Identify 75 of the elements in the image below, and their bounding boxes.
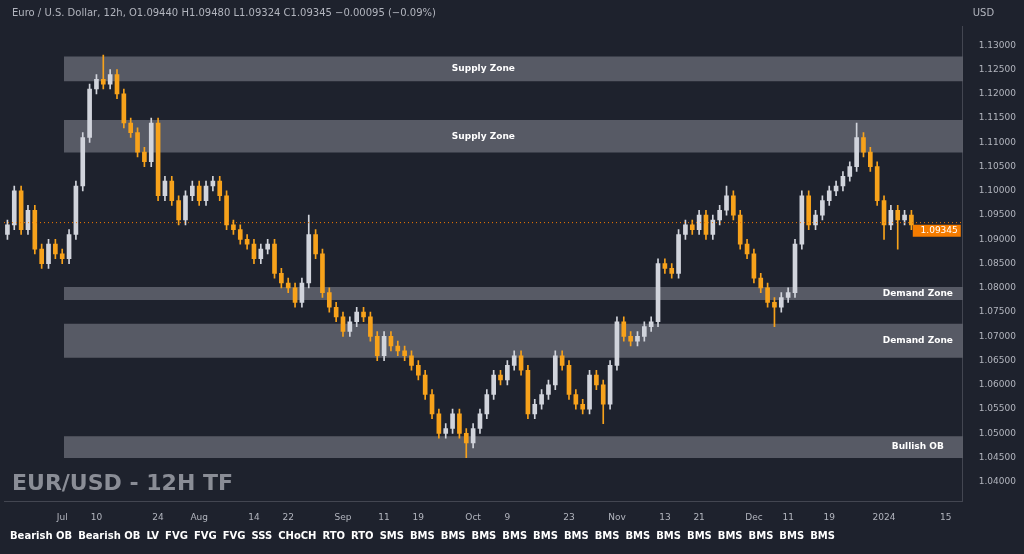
chart-subtitle: Euro / U.S. Dollar, 12h, O1.09440 H1.09480 L1.09324 C1.09345 −0.00095 (−0.09%) [12,6,437,18]
y-tick-label: 1.07000 [978,330,1017,341]
y-tick-label: 1.12500 [978,63,1017,74]
y-tick-label: 1.07500 [978,306,1017,317]
y-tick-label: 1.05000 [978,427,1017,438]
y-tick-label: 1.09000 [978,233,1017,244]
y-tick-label: 1.13000 [978,39,1017,50]
x-tick-label: 9 [504,511,511,522]
y-tick-label: 1.09500 [978,209,1017,220]
text: FVG [222,530,246,541]
text: FVG [165,530,188,541]
x-tick-label: 21 [693,511,705,522]
text: BMS [687,530,712,541]
text: BMS [779,530,805,541]
text: FVG [193,530,217,541]
text: BMS [625,530,651,541]
y-tick-label: 1.11000 [978,136,1017,147]
x-tick-label: 10 [90,511,103,522]
x-tick-label: 19 [823,511,836,522]
band-label: Bullish OB [891,441,944,452]
x-tick-label: 23 [563,511,575,522]
text: RTO [322,530,346,541]
text: Bearish OB [78,530,141,541]
y-tick-label: 1.10000 [978,185,1017,196]
text: BMS [594,530,620,541]
x-tick-label: 11 [782,511,794,522]
text: SMS [379,530,404,541]
y-axis-title: USD [972,6,995,18]
x-tick-label: 22 [282,511,294,522]
text: BMS [748,530,774,541]
x-tick-label: Nov [608,511,627,522]
text: BMS [409,530,435,541]
text: BMS [502,530,528,541]
y-tick-label: 1.08500 [978,257,1017,268]
y-tick-label: 1.11500 [978,112,1017,123]
text: EUR/USD - 12H TF [12,469,234,495]
text: BMS [656,530,682,541]
x-tick-label: 24 [152,511,165,522]
text: SSS [251,530,273,541]
text: BMS [533,530,558,541]
text: BMS [563,530,589,541]
x-tick-label: Sep [334,511,352,522]
x-tick-label: Jul [55,511,68,522]
x-tick-label: 14 [248,511,260,522]
y-tick-label: 1.06500 [978,354,1017,365]
text: BMS [440,530,466,541]
band-label: Supply Zone [451,63,515,74]
x-tick-label: 15 [939,511,952,522]
text: CHoCH [278,530,317,541]
x-tick-label: 2024 [872,511,896,522]
candlestick [100,54,106,90]
text: BMS [717,530,743,541]
text: Bearish OB [10,530,73,541]
text: RTO [351,530,374,541]
x-tick-label: 13 [659,511,671,522]
y-tick-label: 1.08000 [978,282,1017,293]
y-tick-label: 1.06000 [978,379,1017,390]
band-label: Demand Zone [882,287,953,298]
y-tick-label: 1.05500 [978,403,1017,414]
y-tick-label: 1.04000 [978,476,1017,487]
y-tick-label: 1.12000 [978,88,1017,99]
x-tick-label: Dec [745,511,763,522]
band-label: Demand Zone [882,335,953,346]
text: LV [146,530,160,541]
text: BMS [810,530,835,541]
x-tick-label: Aug [190,511,208,522]
band-label: Supply Zone [451,130,515,141]
x-tick-label: 11 [378,511,390,522]
x-tick-label: 19 [412,511,425,522]
candlestick [895,205,901,250]
ref-line-label: 1.09345 [920,224,958,235]
text: BMS [471,530,497,541]
x-tick-label: Oct [465,511,482,522]
y-tick-label: 1.10500 [978,160,1017,171]
y-tick-label: 1.04500 [978,451,1017,462]
